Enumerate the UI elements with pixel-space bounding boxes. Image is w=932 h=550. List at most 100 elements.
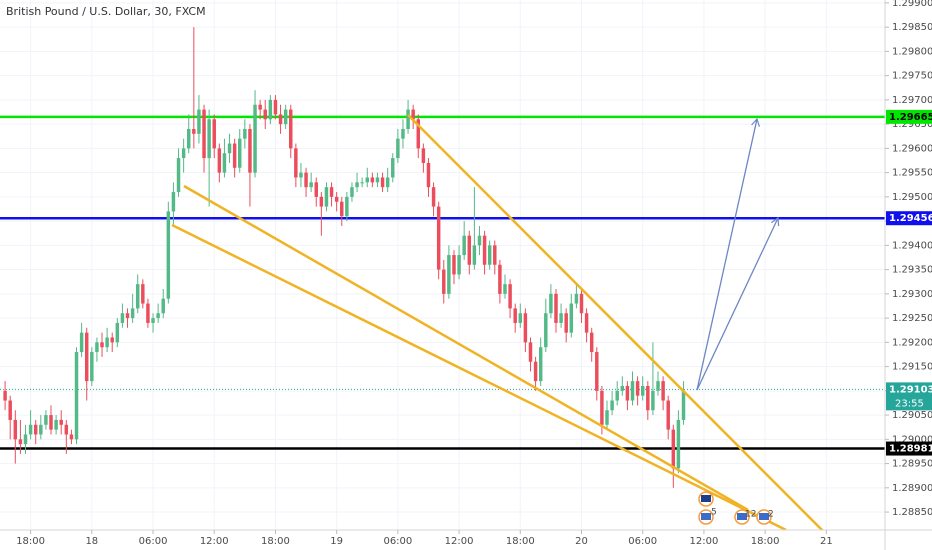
y-tick-label: 1.29550: [892, 168, 932, 179]
x-tick-label: 20: [575, 536, 588, 547]
candle-body: [289, 109, 293, 149]
price-tag-label: 1.29665: [889, 112, 932, 123]
flag: [701, 495, 711, 502]
candle-body: [477, 235, 482, 246]
trend-line: [171, 223, 787, 530]
candle-body: [431, 187, 436, 207]
x-tick-label: 18:00: [751, 536, 780, 547]
candle-body: [503, 284, 507, 294]
y-tick-label: 1.29150: [892, 362, 932, 373]
candle-body: [380, 177, 385, 188]
y-tick-label: 1.29500: [892, 192, 932, 203]
candle-body: [610, 400, 614, 411]
candle-body: [436, 206, 441, 270]
price-tag-label: 1.29103: [889, 384, 932, 395]
candle-body: [90, 352, 94, 382]
y-tick-label: 1.29250: [892, 313, 932, 324]
x-tick-label: 06:00: [383, 536, 412, 547]
y-tick-label: 1.29700: [892, 95, 932, 106]
y-tick-label: 1.28850: [892, 507, 932, 518]
price-tag-label: 1.28981: [889, 444, 932, 455]
candle-body: [605, 410, 609, 425]
candle-body: [23, 434, 28, 445]
candle-body: [13, 419, 18, 440]
y-tick-label: 1.29350: [892, 265, 932, 276]
candle-body: [579, 293, 584, 314]
candle-body: [28, 424, 33, 435]
candle-body: [324, 187, 329, 207]
candle-body: [640, 385, 645, 396]
candle-body: [493, 245, 497, 265]
candle-body: [396, 138, 400, 159]
candle-body: [416, 119, 421, 149]
candle-body: [544, 313, 548, 348]
candle-body: [385, 177, 390, 188]
candle-body: [309, 182, 313, 188]
candle-body: [635, 381, 640, 396]
candle-body: [523, 313, 528, 343]
grid: [0, 0, 885, 530]
y-tick-label: 1.29750: [892, 71, 932, 82]
candle-body: [253, 104, 257, 173]
y-tick-label: 1.29900: [892, 0, 932, 9]
candle-body: [49, 415, 53, 430]
candle-body: [334, 196, 339, 202]
candle-body: [69, 434, 74, 440]
event-count: 5: [711, 508, 717, 518]
candle-body: [482, 235, 487, 265]
x-tick-label: 18:00: [16, 536, 45, 547]
candle-body: [278, 114, 283, 125]
y-tick-label: 1.29200: [892, 337, 932, 348]
candle-body: [100, 342, 104, 348]
projection-arrow: [696, 117, 760, 391]
x-tick-label: 06:00: [628, 536, 657, 547]
candle-body: [248, 128, 252, 173]
candle-body: [345, 196, 349, 217]
candle-body: [625, 385, 630, 401]
candle-body: [105, 337, 109, 348]
candle-body: [135, 284, 140, 309]
price-tag: [886, 109, 932, 124]
candle-body: [487, 245, 492, 265]
candle-body: [401, 128, 405, 139]
candle-body: [452, 255, 456, 275]
candle-body: [222, 153, 227, 173]
candle-body: [681, 390, 686, 420]
candle-body: [559, 313, 563, 323]
chart-title: British Pound / U.S. Dollar, 30, FXCM: [6, 5, 206, 18]
price-tag: [886, 441, 932, 456]
candle-body: [166, 211, 171, 299]
candle-body: [462, 235, 466, 256]
candle-body: [125, 313, 130, 319]
candle-body: [442, 269, 446, 294]
price-tag: [886, 211, 932, 226]
y-tick-label: 1.29300: [892, 289, 932, 300]
candle-body: [498, 264, 502, 294]
trend-line: [407, 114, 824, 530]
x-tick-label: 18:00: [261, 536, 290, 547]
candle-body: [661, 381, 665, 401]
candle-body: [630, 381, 635, 401]
candle-body: [656, 381, 660, 391]
flag: [701, 513, 711, 520]
candle-body: [569, 303, 574, 333]
axes: 1.28850 1.28900 1.28950 1.29000 1.29050 1.291…: [16, 0, 932, 547]
candle-body: [33, 424, 38, 435]
candle-body: [232, 143, 237, 168]
candle-body: [299, 172, 303, 178]
candles: [3, 27, 686, 488]
candle-body: [273, 99, 278, 115]
candle-body: [467, 235, 472, 265]
x-tick-label: 19: [330, 536, 343, 547]
candle-body: [646, 385, 650, 411]
price-tag-label: 1.29456: [889, 213, 932, 224]
candle-body: [620, 385, 625, 391]
candle-body: [538, 347, 543, 382]
candle-body: [115, 322, 120, 343]
candle-body: [365, 177, 369, 183]
candle-body: [64, 424, 69, 435]
countdown: 23:55: [895, 398, 924, 409]
candle-body: [676, 419, 681, 469]
